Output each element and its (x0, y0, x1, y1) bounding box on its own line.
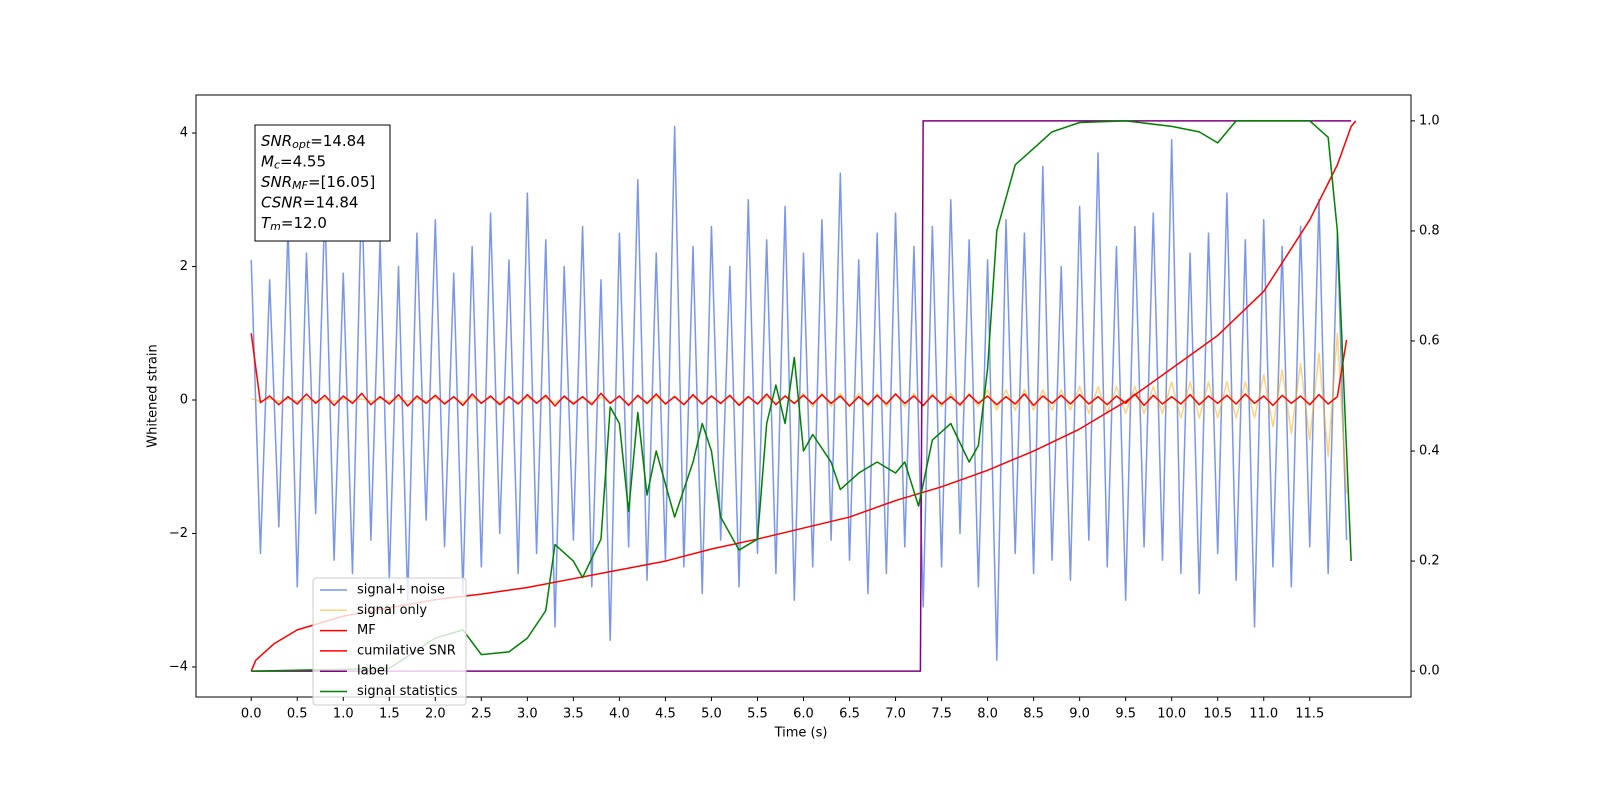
x-tick-label: 10.5 (1203, 707, 1232, 722)
y2-tick-label: 0.4 (1419, 444, 1440, 459)
annotation-subscript: m (270, 220, 281, 233)
y2-tick-label: 0.8 (1419, 223, 1440, 238)
y-tick-label: 0 (180, 393, 188, 408)
legend-label: label (357, 664, 388, 679)
y2-tick-label: 0.6 (1419, 333, 1440, 348)
x-tick-label: 9.5 (1115, 707, 1136, 722)
x-tick-label: 2.5 (471, 707, 492, 722)
x-tick-label: 11.0 (1249, 707, 1278, 722)
x-tick-label: 3.0 (517, 707, 538, 722)
x-tick-label: 1.5 (379, 707, 400, 722)
annotation-line: SNRMF=[16.05] (261, 173, 375, 193)
annotation-symbol: SNR (261, 173, 292, 191)
x-tick-label: 9.0 (1069, 707, 1090, 722)
x-tick-label: 5.5 (747, 707, 768, 722)
annotation-value: =4.55 (280, 152, 326, 170)
series-line (250, 125, 1348, 662)
x-tick-label: 8.0 (977, 707, 998, 722)
legend-label: signal+ noise (357, 583, 445, 598)
x-tick-label: 1.0 (333, 707, 354, 722)
annotation-line: Mc=4.55 (261, 152, 326, 172)
x-tick-label: 6.5 (839, 707, 860, 722)
annotation-value: =12.0 (281, 214, 327, 232)
x-tick-label: 7.5 (931, 707, 952, 722)
legend-frame (312, 577, 467, 706)
y2-tick-label: 0.0 (1419, 664, 1440, 679)
x-tick-label: 0.0 (241, 707, 262, 722)
y-tick-label: −4 (169, 659, 188, 674)
x-tick-label: 7.0 (885, 707, 906, 722)
x-tick-label: 10.0 (1157, 707, 1186, 722)
annotation-line: SNRopt=14.84 (261, 132, 366, 152)
annotation-line: CSNR=14.84 (261, 193, 358, 211)
legend-label: MF (357, 623, 376, 638)
annotation-frame (254, 124, 391, 242)
annotation-value: =[16.05] (308, 173, 375, 191)
series-line (251, 120, 1352, 672)
y2-tick-label: 1.0 (1419, 113, 1440, 128)
annotation-symbol: T (261, 214, 272, 232)
annotation-box: SNRopt=14.84Mc=4.55SNRMF=[16.05]CSNR=14.… (254, 124, 391, 242)
annotation-subscript: opt (292, 138, 311, 151)
annotation-symbol: CSNR (261, 193, 303, 211)
x-tick-label: 2.0 (425, 707, 446, 722)
y-axis-label: Whitened strain (146, 344, 161, 447)
annotation-line: Tm=12.0 (261, 214, 327, 234)
x-axis-label: Time (s) (774, 726, 828, 741)
annotation-subscript: c (274, 159, 280, 172)
annotation-value: =14.84 (303, 193, 359, 211)
x-tick-label: 5.0 (701, 707, 722, 722)
y-tick-label: 4 (180, 126, 188, 141)
x-tick-label: 8.5 (1023, 707, 1044, 722)
annotation-symbol: SNR (261, 132, 292, 150)
x-tick-label: 3.5 (563, 707, 584, 722)
x-tick-label: 4.5 (655, 707, 676, 722)
series-line (251, 120, 1352, 672)
y2-tick-label: 0.2 (1419, 554, 1440, 569)
x-tick-label: 0.5 (287, 707, 308, 722)
x-tick-label: 4.0 (609, 707, 630, 722)
annotation-value: =14.84 (310, 132, 366, 150)
y-tick-label: −2 (169, 526, 188, 541)
annotation-subscript: MF (292, 179, 308, 192)
legend-label: signal only (357, 603, 427, 618)
y-tick-label: 2 (180, 259, 188, 274)
legend-label: cumilative SNR (357, 643, 456, 658)
x-tick-label: 6.0 (793, 707, 814, 722)
x-tick-label: 11.5 (1295, 707, 1324, 722)
legend: signal+ noise signal only MF cumilative SNR… (312, 577, 467, 706)
annotation-symbol: M (261, 152, 274, 170)
legend-label: signal statistics (357, 684, 458, 699)
